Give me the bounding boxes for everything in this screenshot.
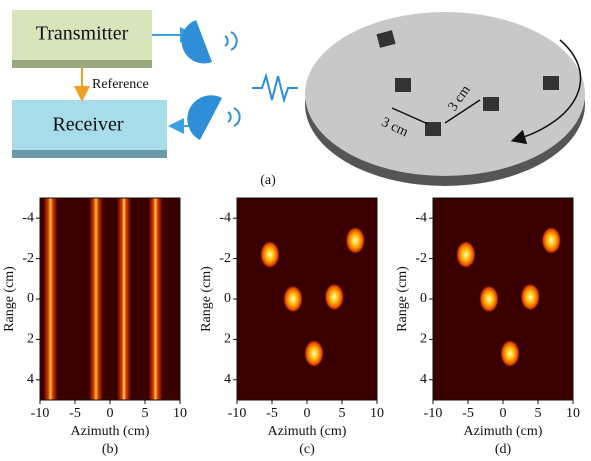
x-tick-label: -5 <box>69 406 81 421</box>
x-tick-label: 0 <box>304 406 311 421</box>
stripe <box>44 198 58 400</box>
rx-dish <box>187 95 222 140</box>
y-axis-label: Range (cm) <box>395 266 410 332</box>
y-axis-label: Range (cm) <box>199 266 214 332</box>
spot <box>345 226 365 254</box>
y-tick-label: 0 <box>224 291 231 306</box>
spot <box>324 283 344 311</box>
spot <box>479 285 499 313</box>
panel-caption: (c) <box>299 442 315 457</box>
y-tick-label: 4 <box>27 372 34 387</box>
y-tick-label: -4 <box>22 210 34 225</box>
panel-caption: (d) <box>495 442 512 457</box>
spot <box>541 226 561 254</box>
setup-diagram: Transmitter Receiver Reference 3 cm 3 cm… <box>12 10 585 188</box>
x-axis-label: Azimuth (cm) <box>71 424 150 439</box>
x-tick-label: -10 <box>228 406 247 421</box>
spot <box>283 285 303 313</box>
x-tick-label: -5 <box>266 406 278 421</box>
y-tick-label: -4 <box>219 210 231 225</box>
y-tick-label: 2 <box>224 332 231 347</box>
x-axis-label: Azimuth (cm) <box>464 424 543 439</box>
stripe <box>149 198 163 400</box>
receiver-label: Receiver <box>52 114 123 136</box>
x-axis-label: Azimuth (cm) <box>268 424 347 439</box>
x-tick-label: -5 <box>462 406 474 421</box>
stripe <box>117 198 131 400</box>
signal <box>252 76 298 100</box>
figure: Transmitter Receiver Reference 3 cm 3 cm… <box>0 0 591 461</box>
spot <box>500 340 520 368</box>
y-axis-label: Range (cm) <box>2 266 17 332</box>
y-tick-label: -2 <box>415 251 427 266</box>
waves <box>225 32 240 126</box>
y-tick-label: 0 <box>27 291 34 306</box>
stripe <box>89 198 103 400</box>
x-tick-label: 0 <box>500 406 507 421</box>
x-tick-label: 10 <box>566 406 580 421</box>
y-tick-label: -4 <box>415 210 427 225</box>
x-tick-label: 5 <box>142 406 149 421</box>
x-tick-label: 0 <box>107 406 114 421</box>
y-tick-label: 4 <box>224 372 231 387</box>
spot <box>456 241 476 269</box>
y-tick-label: 2 <box>420 332 427 347</box>
x-tick-label: 5 <box>339 406 346 421</box>
spot <box>260 241 280 269</box>
panel-caption: (a) <box>260 173 276 188</box>
disk <box>305 12 585 176</box>
spot <box>520 283 540 311</box>
box-edge <box>12 60 152 68</box>
panel-caption: (b) <box>102 442 119 457</box>
box-edge <box>12 150 167 158</box>
y-tick-label: -2 <box>219 251 231 266</box>
y-tick-label: -2 <box>22 251 34 266</box>
x-tick-label: 5 <box>535 406 542 421</box>
spot <box>304 340 324 368</box>
x-tick-label: 10 <box>173 406 187 421</box>
reference-label: Reference <box>92 77 149 92</box>
tx-dish <box>182 20 212 63</box>
y-tick-label: 4 <box>420 372 427 387</box>
transmitter-label: Transmitter <box>36 23 129 45</box>
x-tick-label: -10 <box>424 406 443 421</box>
x-tick-label: 10 <box>370 406 384 421</box>
y-tick-label: 2 <box>27 332 34 347</box>
x-tick-label: -10 <box>31 406 50 421</box>
y-tick-label: 0 <box>420 291 427 306</box>
